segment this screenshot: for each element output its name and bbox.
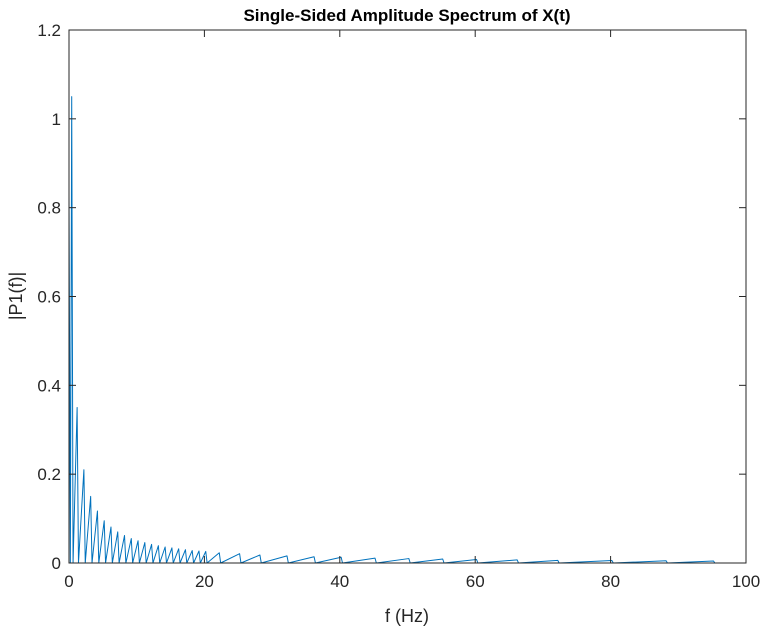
y-tick-label: 1.2 xyxy=(37,21,61,40)
y-axis-label: |P1(f)| xyxy=(6,272,26,320)
chart-title: Single-Sided Amplitude Spectrum of X(t) xyxy=(243,6,570,25)
y-tick-label: 0.6 xyxy=(37,288,61,307)
x-tick-label: 0 xyxy=(64,572,73,591)
y-tick-label: 1 xyxy=(52,110,61,129)
y-tick-label: 0.8 xyxy=(37,199,61,218)
y-tick-label: 0.4 xyxy=(37,376,61,395)
x-axis-label: f (Hz) xyxy=(385,606,429,626)
y-tick-label: 0 xyxy=(52,554,61,573)
x-tick-label: 100 xyxy=(732,572,760,591)
x-tick-label: 20 xyxy=(195,572,214,591)
x-tick-label: 60 xyxy=(466,572,485,591)
y-tick-label: 0.2 xyxy=(37,465,61,484)
plot-area: 0 20 40 60 80 100 0 0.2 0.4 0.6 0.8 1 1.2 xyxy=(37,21,760,591)
x-tick-label: 80 xyxy=(601,572,620,591)
x-tick-label: 40 xyxy=(330,572,349,591)
